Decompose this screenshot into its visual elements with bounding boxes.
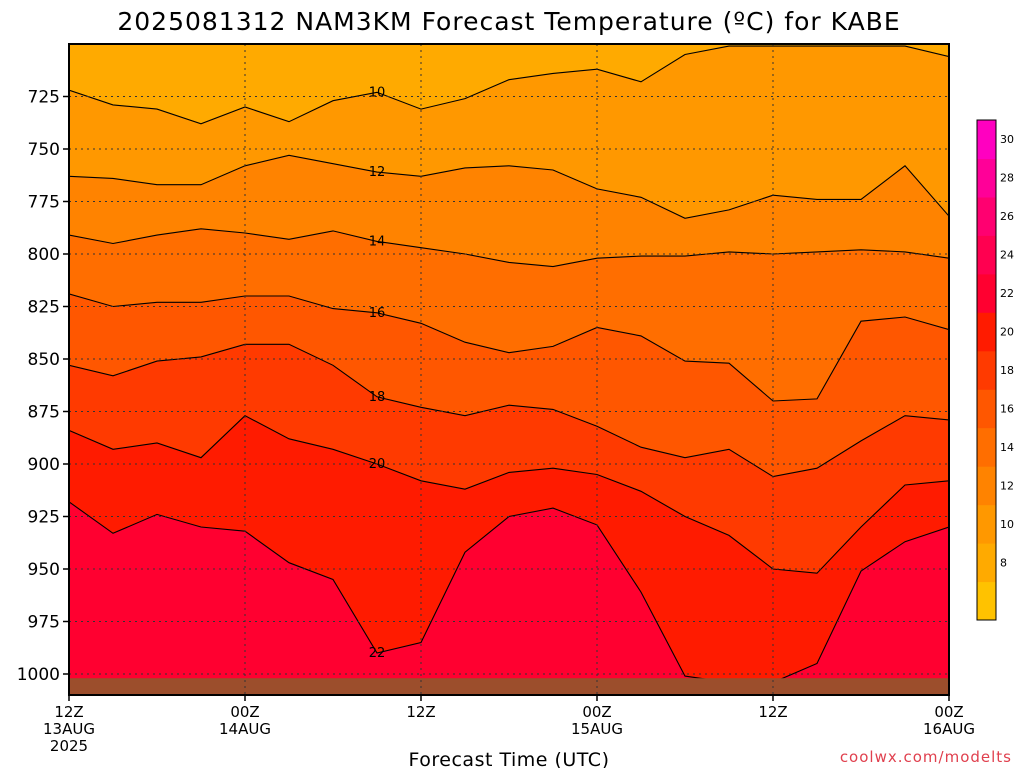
colorbar-label-28: 28 (1000, 172, 1014, 185)
isotherm-20c (69, 415, 949, 574)
isotherm-14c (69, 228, 949, 268)
isotherm-label-20: 20 (369, 457, 386, 472)
isotherm-label-14: 14 (369, 234, 386, 249)
colorbar-swatch-11 (977, 158, 996, 198)
grid-lines (69, 44, 949, 695)
x-tick-label-36-1: 15AUG (571, 720, 623, 738)
colorbar-label-16: 16 (1000, 403, 1014, 416)
x-tick-label-12-1: 14AUG (219, 720, 271, 738)
x-tick-label-0-1: 13AUG (43, 720, 95, 738)
colorbar-label-26: 26 (1000, 210, 1014, 223)
isotherm-16c (69, 293, 949, 402)
x-tick-label-60-1: 16AUG (923, 720, 975, 738)
x-axis-label: Forecast Time (UTC) (409, 749, 610, 768)
colorbar-swatch-3 (977, 466, 996, 506)
colorbar-label-10: 10 (1000, 518, 1014, 531)
colorbar-swatch-4 (977, 427, 996, 467)
isotherm-18c (69, 343, 949, 478)
temperature-fill-layers (69, 44, 949, 683)
colorbar-label-24: 24 (1000, 249, 1014, 262)
y-tick-label-775: 775 (28, 193, 60, 213)
colorbar-label-14: 14 (1000, 441, 1014, 454)
y-tick-label-875: 875 (28, 403, 60, 423)
colorbar-swatch-12 (977, 120, 996, 159)
chart-title: 2025081312 NAM3KM Forecast Temperature (… (117, 7, 900, 36)
y-tick-label-750: 750 (28, 140, 60, 160)
ground-fill (69, 678, 949, 695)
x-tick-label-24-0: 12Z (406, 703, 435, 721)
colorbar-swatch-1 (977, 543, 996, 583)
colorbar-label-12: 12 (1000, 479, 1014, 492)
isotherm-label-22: 22 (369, 646, 386, 661)
credit-text: coolwx.com/modelts (840, 748, 1012, 766)
colorbar-swatch-7 (977, 312, 996, 352)
colorbar-label-8: 8 (1000, 556, 1007, 569)
colorbar-swatch-9 (977, 235, 996, 275)
colorbar-swatch-6 (977, 350, 996, 390)
ground-below-surface (69, 678, 949, 695)
isotherm-12c (69, 154, 949, 219)
isotherm-label-18: 18 (369, 390, 386, 405)
x-tick-label-0-2: 2025 (50, 737, 88, 755)
fill-below-10c (69, 44, 949, 124)
isotherm-label-16: 16 (369, 306, 386, 321)
colorbar-label-30: 30 (1000, 133, 1014, 146)
x-tick-label-48-0: 12Z (758, 703, 787, 721)
isotherm-label-12: 12 (369, 165, 386, 180)
colorbar-swatch-10 (977, 196, 996, 236)
isotherm-lines (69, 45, 949, 683)
y-tick-label-900: 900 (28, 455, 60, 475)
y-tick-label-1000: 1000 (17, 665, 60, 685)
y-axis-ticks: 725 750 775 800 825 850 875 900 925 950 975 1000 (17, 88, 69, 685)
isotherm-label-10: 10 (369, 85, 386, 100)
y-tick-label-725: 725 (28, 88, 60, 108)
y-tick-label-850: 850 (28, 350, 60, 370)
x-tick-label-0-0: 12Z (54, 703, 83, 721)
y-tick-label-800: 800 (28, 245, 60, 265)
colorbar-frame (976, 119, 997, 621)
colorbar-label-18: 18 (1000, 364, 1014, 377)
x-tick-label-36-0: 00Z (582, 703, 611, 721)
isotherm-10c (69, 45, 949, 125)
isotherm-22c (69, 501, 949, 683)
y-tick-label-950: 950 (28, 560, 60, 580)
colorbar-swatch-8 (977, 273, 996, 313)
y-tick-label-975: 975 (28, 613, 60, 633)
colorbar-label-20: 20 (1000, 326, 1014, 339)
colorbar-legend: 8 10 12 14 16 18 20 22 24 26 28 30 (976, 119, 1014, 621)
colorbar-label-22: 22 (1000, 287, 1014, 300)
colorbar-swatch-0 (977, 581, 996, 621)
x-tick-label-60-0: 00Z (934, 703, 963, 721)
x-tick-label-12-0: 00Z (230, 703, 259, 721)
colorbar-swatch-2 (977, 504, 996, 544)
plot-area: 10 12 14 16 18 20 22 (68, 43, 950, 696)
isotherm-labels: 10 12 14 16 18 20 22 (369, 85, 386, 661)
y-tick-label-925: 925 (28, 508, 60, 528)
colorbar-swatch-5 (977, 389, 996, 429)
plot-frame (68, 43, 950, 696)
y-tick-label-825: 825 (28, 298, 60, 318)
